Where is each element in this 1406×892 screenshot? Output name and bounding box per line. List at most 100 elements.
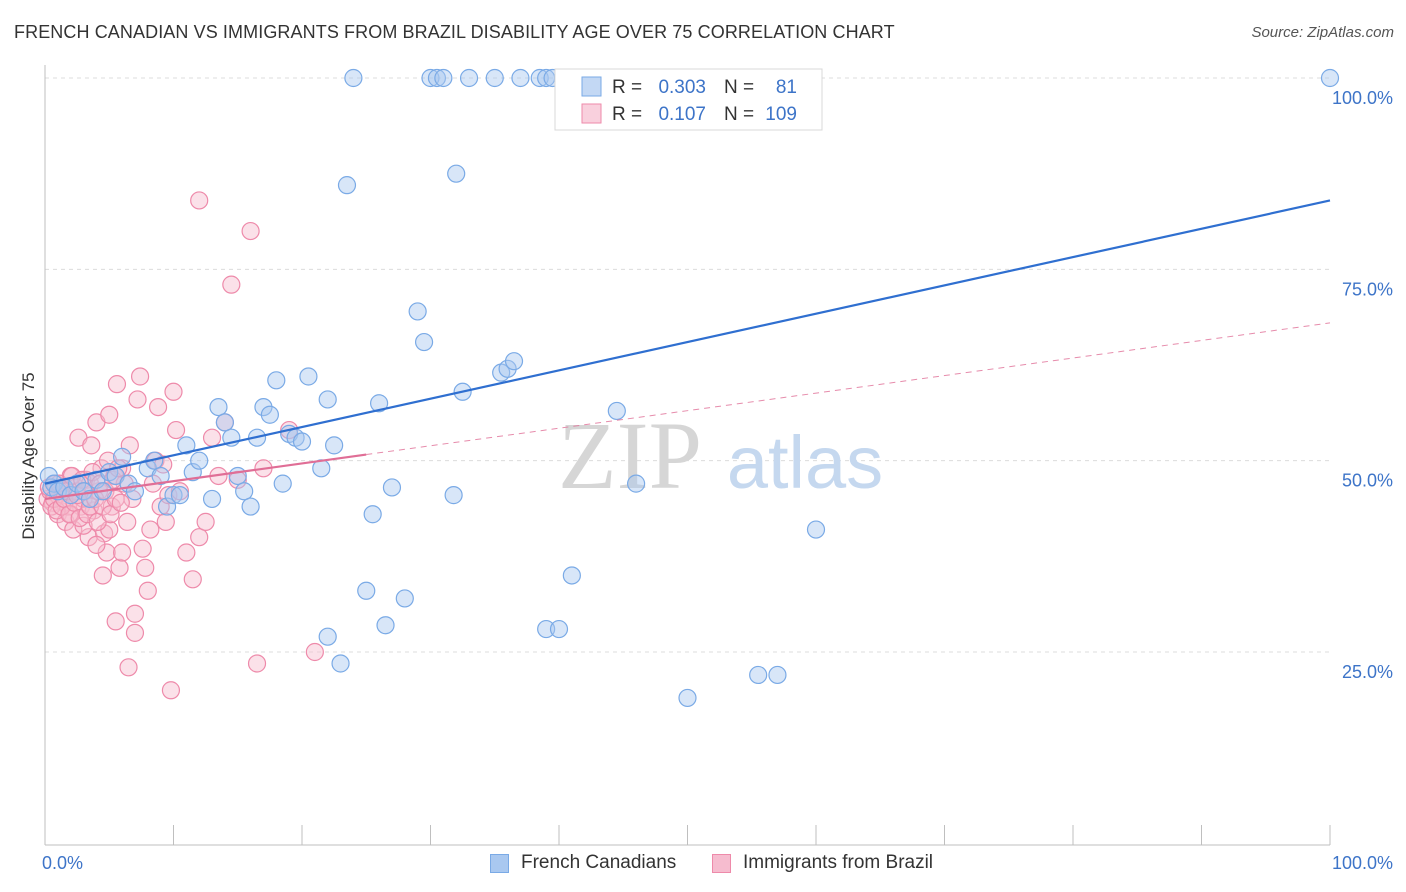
french-canadian-point-39 [292,432,312,451]
french-canadian-point-58 [444,486,463,505]
watermark-atlas: atlas [727,421,883,504]
french-canadian-point-73 [607,401,626,421]
french-canadian-point-79 [318,627,337,646]
legend-label-french-canadians: French Canadians [521,852,677,873]
french-canadian-point-65 [504,352,524,371]
french-canadian-point-49 [370,394,389,413]
trend-line-brazil [44,453,367,501]
brazil-point-35 [128,390,147,409]
french-canadian-point-80 [1320,68,1340,88]
brazil-point-34 [125,604,145,623]
french-canadian-point-36 [273,474,292,493]
french-canadian-point-71 [549,619,569,639]
french-canadian-point-43 [325,436,344,455]
french-canadian-point-46 [344,68,363,88]
trend-line-french-canadians [44,199,1331,485]
brazil-point-52 [177,543,196,562]
brazil-point-74 [93,566,112,585]
legend-r-value-2: 0.107 [658,104,706,125]
french-canadian-point-13 [112,447,132,466]
legend-item-french-canadians[interactable]: French Canadians [490,852,676,874]
french-canadian-point-27 [215,413,234,432]
brazil-point-24 [100,405,119,424]
legend-r-value-1: 0.303 [658,77,706,98]
french-canadian-point-42 [318,390,337,409]
brazil-point-45 [154,455,173,474]
legend-r-label-2: R = [612,104,642,125]
axes [44,65,1331,846]
french-canadian-point-30 [235,482,254,501]
brazil-point-59 [222,275,241,294]
brazil-point-54 [190,528,209,547]
french-canadian-point-70 [537,619,556,639]
brazil-point-77 [112,543,132,562]
legend-item-immigrants-from-brazil[interactable]: Immigrants from Brazil [712,852,933,874]
y-tick-label-100: 100.0% [1332,88,1393,108]
french-canadian-point-66 [511,68,530,88]
brazil-point-23 [97,543,116,562]
legend-n-label-2: N = [724,104,754,125]
brazil-point-78 [119,658,138,677]
y-axis-label: Disability Age Over 75 [19,372,38,539]
watermark: ZIP atlas [558,402,883,509]
french-canadian-point-48 [363,505,382,524]
french-canadian-point-75 [678,688,697,708]
brazil-point-56 [202,428,222,447]
brazil-point-61 [241,221,260,241]
brazil-point-36 [130,367,150,386]
brazil-point-76 [106,612,125,631]
french-canadian-point-26 [209,397,228,417]
french-canadian-point-45 [337,176,357,195]
brazil-point-55 [196,512,215,531]
legend-n-label-1: N = [724,77,754,98]
french-canadian-point-23 [183,463,202,482]
trend-line-brazil-extension [366,322,1331,456]
french-canadian-point-47 [357,581,376,600]
x-tick-label-0: 0.0% [42,853,83,873]
french-canadian-point-57 [434,68,453,88]
brazil-point-49 [164,382,183,401]
french-canadian-point-67 [530,68,549,88]
source-label: Source: ZipAtlas.com [1251,24,1394,41]
x-tick-label-100: 100.0% [1332,853,1393,873]
brazil-point-38 [136,558,155,577]
brazil-point-46 [156,512,175,531]
brazil-point-27 [107,375,127,394]
french-canadian-point-76 [749,665,768,685]
legend-swatch-immigrants-from-brazil [712,853,731,873]
legend-label-immigrants-from-brazil: Immigrants from Brazil [743,852,934,873]
brazil-point-31 [118,512,137,531]
y-tick-label-50: 50.0% [1342,471,1393,491]
french-canadian-point-61 [459,68,479,88]
french-canadian-point-29 [228,466,247,486]
brazil-point-28 [110,558,129,577]
brazil-point-79 [125,623,145,642]
french-canadian-point-20 [164,486,183,505]
brazil-point-43 [148,397,168,417]
brazil-point-48 [161,681,181,700]
bottom-legend: French Canadians Immigrants from Brazil [0,852,1406,878]
brazil-point-39 [138,581,157,600]
french-canadian-point-77 [768,665,787,685]
french-canadian-point-24 [190,451,209,470]
brazil-point-53 [183,570,202,589]
french-canadian-point-74 [626,474,646,493]
french-canadian-point-44 [331,654,350,673]
french-canadian-point-35 [267,371,286,390]
french-canadian-point-40 [299,367,318,386]
brazil-point-16 [79,528,98,547]
brazil-point-62 [247,654,267,673]
legend-n-value-1: 81 [776,77,797,98]
french-canadian-point-51 [382,478,402,497]
brazil-point-65 [305,642,324,662]
legend-swatch-pink [581,103,602,124]
french-canadian-point-54 [414,332,434,352]
chart-title: FRENCH CANADIAN VS IMMIGRANTS FROM BRAZI… [14,22,895,42]
french-canadian-points [39,68,1340,708]
french-canadian-point-78 [806,520,826,539]
brazil-point-40 [141,520,160,539]
french-canadian-point-59 [447,164,466,183]
watermark-zip: ZIP [558,402,702,509]
french-canadian-point-52 [395,589,414,608]
